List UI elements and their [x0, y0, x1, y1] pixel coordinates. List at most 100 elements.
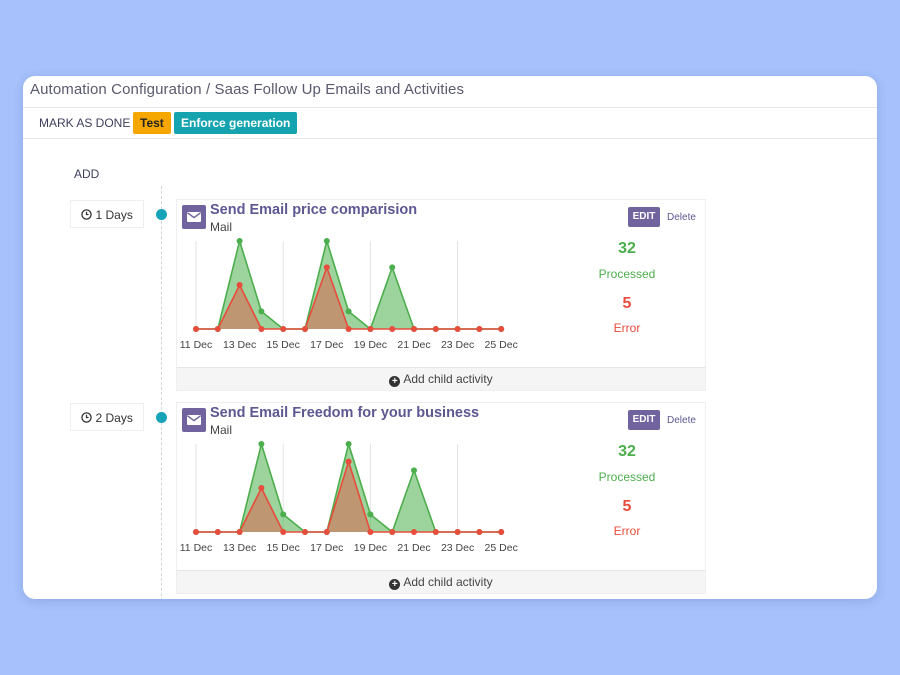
chart-point: [476, 326, 483, 332]
chart-tick-label: 15 Dec: [267, 339, 300, 351]
mark-as-done-button[interactable]: MARK AS DONE: [39, 116, 131, 130]
chart-tick-label: 13 Dec: [223, 339, 256, 351]
add-child-label: Add child activity: [403, 372, 493, 386]
chart-tick-label: 23 Dec: [441, 542, 474, 554]
chart-point: [345, 326, 352, 332]
chart-point: [389, 326, 396, 332]
activity-title[interactable]: Send Email price comparision: [210, 202, 418, 218]
test-button[interactable]: Test: [133, 112, 171, 134]
chart-point: [236, 238, 243, 244]
chart-tick-label: 25 Dec: [485, 339, 518, 351]
add-child-label: Add child activity: [403, 575, 493, 589]
add-child-activity-button[interactable]: + Add child activity: [177, 570, 705, 593]
chart-point: [323, 264, 330, 271]
activity-title[interactable]: Send Email Freedom for your business: [210, 405, 480, 421]
envelope-icon: [182, 205, 206, 229]
chart-point: [432, 529, 439, 535]
chart-point: [280, 529, 287, 535]
chart-point: [236, 529, 243, 535]
chart-point: [236, 282, 243, 288]
chart-tick-label: 15 Dec: [267, 542, 300, 554]
error-label: Error: [613, 321, 641, 335]
chart-series-area: [196, 461, 502, 532]
chart-tick-label: 21 Dec: [397, 339, 430, 351]
activity-card: Send Email price comparision Mail EDIT D…: [176, 199, 706, 391]
chart-point: [258, 308, 265, 315]
timeline-dot: [156, 209, 167, 220]
edit-button[interactable]: EDIT: [628, 410, 660, 430]
delay-badge: 2 Days: [70, 403, 144, 431]
chart-point: [411, 467, 417, 474]
chart-tick-label: 23 Dec: [441, 339, 474, 351]
chart-tick-label: 19 Dec: [354, 542, 387, 554]
processed-label: Processed: [598, 470, 656, 484]
chart-point: [498, 326, 505, 332]
breadcrumb-parent[interactable]: Automation Configuration: [30, 81, 202, 98]
chart-point: [280, 326, 287, 332]
chart-tick-label: 17 Dec: [310, 542, 343, 554]
chart-point: [367, 529, 374, 535]
activity-type: Mail: [210, 220, 233, 234]
chart-point: [476, 529, 483, 535]
chart-point: [302, 326, 308, 332]
chart-tick-label: 25 Dec: [485, 542, 518, 554]
error-label: Error: [613, 524, 641, 538]
chart-tick-label: 11 Dec: [180, 542, 213, 554]
chart-point: [345, 458, 352, 465]
activity-type: Mail: [210, 423, 233, 437]
add-activity-button[interactable]: ADD: [74, 167, 100, 181]
enforce-generation-button[interactable]: Enforce generation: [174, 112, 298, 134]
chart-point: [345, 441, 352, 447]
chart-tick-label: 11 Dec: [180, 339, 213, 351]
edit-button[interactable]: EDIT: [628, 207, 660, 227]
breadcrumb-current: Saas Follow Up Emails and Activities: [214, 81, 465, 98]
chart-tick-label: 21 Dec: [397, 542, 430, 554]
activity-chart: 11 Dec 13 Dec 15 Dec 17 Dec 19 Dec 21 Dec 23 D…: [180, 238, 518, 351]
chart-tick-label: 13 Dec: [223, 542, 256, 554]
chart-point: [454, 529, 461, 535]
chart-point: [367, 326, 374, 332]
chart-point: [323, 529, 330, 535]
processed-count: 32: [618, 443, 636, 460]
plus-circle-icon: +: [389, 579, 401, 590]
error-count: 5: [622, 498, 632, 515]
error-count: 5: [622, 295, 632, 312]
activity-card: Send Email Freedom for your business Mai…: [176, 402, 706, 594]
delete-link[interactable]: Delete: [667, 415, 696, 426]
chart-point: [214, 326, 221, 332]
chart-point: [411, 529, 417, 535]
chart-point: [258, 326, 265, 332]
chart-point: [367, 511, 374, 518]
chart-point: [345, 308, 352, 315]
envelope-icon: [182, 408, 206, 432]
chart-tick-label: 17 Dec: [310, 339, 343, 351]
chart-point: [193, 326, 199, 332]
chart-point: [302, 529, 308, 535]
chart-point: [258, 485, 265, 491]
delay-badge: 1 Days: [70, 200, 144, 228]
chart-point: [498, 529, 505, 535]
delay-label: 1 Days: [95, 208, 133, 222]
processed-count: 32: [618, 240, 636, 257]
breadcrumb-separator: /: [205, 81, 211, 98]
plus-circle-icon: +: [389, 376, 401, 387]
add-child-activity-button[interactable]: + Add child activity: [177, 367, 705, 390]
breadcrumb: Automation Configuration / Saas Follow U…: [30, 81, 464, 98]
timeline-line: [161, 186, 162, 599]
activity-chart: 11 Dec 13 Dec 15 Dec 17 Dec 19 Dec 21 Dec 23 D…: [180, 441, 518, 554]
clock-icon: [81, 412, 92, 423]
chart-point: [258, 441, 265, 447]
toolbar-divider: [23, 138, 877, 139]
chart-point: [193, 529, 199, 535]
chart-point: [389, 529, 396, 535]
chart-tick-label: 19 Dec: [354, 339, 387, 351]
delete-link[interactable]: Delete: [667, 212, 696, 223]
chart-point: [389, 264, 396, 271]
chart-point: [323, 238, 330, 244]
clock-icon: [81, 209, 92, 220]
chart-series-area: [196, 267, 502, 329]
header-divider: [23, 107, 877, 108]
app-window: Automation Configuration / Saas Follow U…: [23, 76, 877, 599]
chart-point: [411, 326, 417, 332]
delay-label: 2 Days: [95, 411, 133, 425]
